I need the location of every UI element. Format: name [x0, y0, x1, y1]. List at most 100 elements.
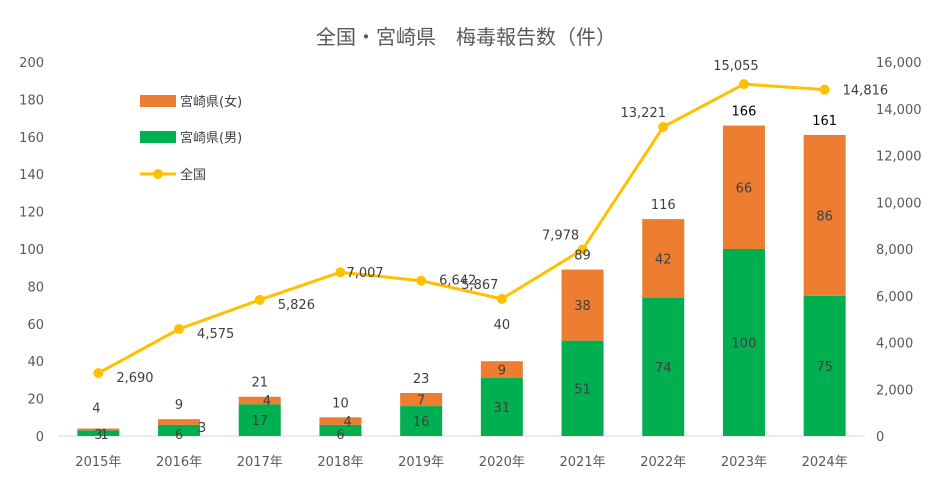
national-value-label: 5,826 [278, 298, 315, 313]
national-point [416, 275, 427, 286]
male-value-label: 17 [251, 414, 268, 429]
national-point [819, 84, 830, 95]
national-point [254, 294, 265, 305]
right-tick-label: 12,000 [876, 150, 922, 165]
male-value-label: 74 [655, 361, 672, 376]
legend-swatch-point [153, 169, 163, 179]
national-value-label: 7,007 [346, 266, 383, 281]
bar-female [642, 219, 685, 298]
left-tick-label: 200 [19, 56, 44, 71]
bar-male [158, 424, 201, 436]
x-tick-label: 2018年 [317, 455, 363, 470]
legend-label: 宮崎県(女) [180, 94, 242, 110]
left-tick-label: 120 [19, 206, 44, 221]
female-value-label: 42 [655, 252, 672, 267]
national-value-label: 5,867 [461, 278, 498, 293]
bar-female [77, 428, 120, 431]
bar-male [400, 406, 443, 436]
female-value-label: 66 [736, 181, 753, 196]
male-value-label: 16 [413, 415, 430, 430]
x-tick-label: 2020年 [479, 455, 525, 470]
right-tick-label: 6,000 [876, 290, 913, 305]
female-value-label: 38 [574, 299, 591, 314]
national-value-label: 13,221 [621, 106, 667, 121]
bar-female [561, 269, 604, 341]
x-tick-label: 2023年 [721, 455, 767, 470]
national-value-label: 2,690 [116, 371, 153, 386]
female-value-label: 4 [263, 394, 271, 409]
national-value-label: 7,978 [542, 229, 579, 244]
bar-female [722, 125, 765, 249]
left-tick-label: 20 [27, 393, 44, 408]
x-tick-label: 2024年 [802, 455, 848, 470]
right-tick-label: 4,000 [876, 337, 913, 352]
male-value-label: 100 [732, 337, 757, 352]
female-value-label: 3 [198, 421, 206, 436]
national-value-label: 4,575 [197, 327, 234, 342]
national-line [97, 82, 825, 375]
male-value-label: 6 [336, 428, 344, 443]
total-value-label: 23 [413, 372, 430, 387]
left-axis: 0 20 40 60 80 100 120 140 160 180 200 [19, 56, 44, 445]
right-tick-label: 10,000 [876, 196, 922, 211]
male-value-label: 6 [175, 428, 183, 443]
national-point [93, 368, 104, 379]
total-value-label: 9 [175, 398, 183, 413]
total-value-label: 10 [332, 396, 349, 411]
total-value-label: 21 [251, 376, 268, 391]
national-value-label: 6,642 [439, 274, 476, 289]
bar-male [722, 249, 765, 436]
x-tick-label: 2022年 [640, 455, 686, 470]
bar-female [480, 361, 523, 379]
chart-title: 全国・宮崎県 梅毒報告数（件） [316, 25, 616, 49]
national-point [335, 267, 346, 278]
right-tick-label: 2,000 [876, 383, 913, 398]
left-tick-label: 140 [19, 168, 44, 183]
bar-female [238, 396, 281, 405]
bar-female [400, 392, 443, 407]
x-tick-label: 2016年 [156, 455, 202, 470]
female-value-label: 4 [343, 415, 351, 430]
national-value-label: 15,055 [713, 59, 759, 74]
legend-label: 全国 [180, 167, 206, 183]
x-tick-label: 2021年 [560, 455, 606, 470]
bar-male [480, 378, 523, 436]
total-value-label: 40 [494, 318, 511, 333]
right-tick-label: 8,000 [876, 243, 913, 258]
total-value-label: 89 [574, 249, 591, 264]
legend: 宮崎県(女) 宮崎県(男) 全国 [140, 94, 242, 183]
female-value-label: 86 [816, 209, 833, 224]
bars [77, 125, 846, 436]
legend-label: 宮崎県(男) [180, 130, 242, 146]
bar-male [642, 297, 685, 436]
right-tick-label: 16,000 [876, 56, 922, 71]
total-value-label: 116 [651, 198, 676, 213]
bar-female [803, 134, 846, 296]
bar-male [319, 424, 362, 436]
left-tick-label: 40 [27, 355, 44, 370]
bar-male [803, 295, 846, 436]
x-axis: 2015年 2016年 2017年 2018年 2019年 2020年 2021年 2022年… [58, 435, 865, 470]
x-tick-label: 2017年 [237, 455, 283, 470]
left-tick-label: 0 [36, 430, 44, 445]
left-tick-label: 100 [19, 243, 44, 258]
right-axis: 0 2,000 4,000 6,000 8,000 10,000 12,000 14,000 1… [876, 56, 922, 445]
national-value-label: 14,816 [843, 84, 889, 99]
male-value-label: 51 [574, 382, 591, 397]
bar-male [238, 404, 281, 436]
bar-male [77, 430, 120, 436]
female-value-label: 9 [498, 364, 506, 379]
left-tick-label: 60 [27, 318, 44, 333]
national-point [496, 293, 507, 304]
x-tick-label: 2015年 [75, 455, 121, 470]
bar-male [561, 340, 604, 436]
legend-swatch [140, 131, 176, 143]
total-value-label: 161 [812, 114, 837, 129]
national-point [738, 79, 749, 90]
female-value-label: 1 [100, 428, 108, 443]
left-tick-label: 180 [19, 93, 44, 108]
male-value-label: 3 [94, 428, 102, 443]
national-point [577, 244, 588, 255]
